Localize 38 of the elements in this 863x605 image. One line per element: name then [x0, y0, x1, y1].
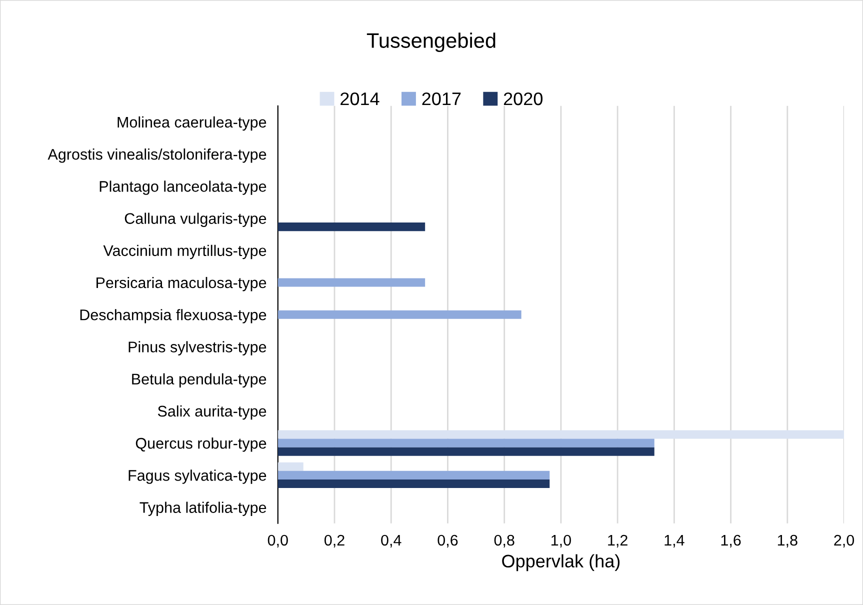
x-tick-label: 0,8 — [494, 534, 514, 548]
y-tick-label: Persicaria maculosa-type — [96, 276, 266, 292]
bar — [278, 278, 426, 287]
x-tick-label: 0,6 — [438, 534, 458, 548]
y-tick-label: Quercus robur-type — [136, 438, 266, 452]
y-tick-label: Plantago lanceolata-type — [100, 180, 266, 195]
y-tick-label: Calluna vulgaris-type — [124, 212, 266, 227]
x-tick-label: 1,8 — [778, 534, 798, 548]
x-tick-label: 1,6 — [721, 534, 741, 548]
y-tick-label: Molinea caerulea-type — [118, 116, 266, 131]
y-tick-label: Salix aurita-type — [158, 405, 266, 420]
y-tick-label: Typha latifolia-type — [140, 502, 266, 516]
y-tick-label: Deschampsia flexuosa-type — [80, 309, 266, 324]
x-tick-label: 0,4 — [381, 534, 402, 548]
x-tick-label: 0,2 — [324, 534, 344, 548]
bar — [278, 462, 304, 471]
bar — [278, 310, 522, 319]
bar — [278, 222, 426, 232]
bar — [278, 479, 550, 488]
bar — [278, 447, 654, 456]
x-tick-label: 2,0 — [834, 534, 854, 548]
x-tick-label: 1,0 — [551, 534, 571, 548]
x-tick-label: 1,2 — [608, 534, 628, 548]
y-tick-label: Fagus sylvatica-type — [128, 470, 266, 484]
x-tick-label: 1,4 — [664, 534, 684, 548]
y-tick-label: Agrostis vinealis/stolonifera-type — [48, 148, 266, 163]
y-tick-label: Vaccinium myrtillus-type — [103, 244, 266, 260]
y-tick-label: Pinus sylvestris-type — [128, 341, 266, 356]
bar — [278, 430, 844, 439]
legend-label: 2017 — [422, 92, 461, 106]
bar — [278, 438, 654, 448]
bar — [278, 470, 550, 480]
x-tick-label: 0,0 — [268, 534, 288, 548]
legend-label: 2020 — [504, 92, 542, 106]
legend-label: 2014 — [340, 92, 380, 106]
y-tick-label: Betula pendula-type — [132, 373, 266, 388]
x-axis-title: Oppervlak (ha) — [502, 554, 620, 572]
chart-title: Tussengebied — [366, 32, 496, 52]
